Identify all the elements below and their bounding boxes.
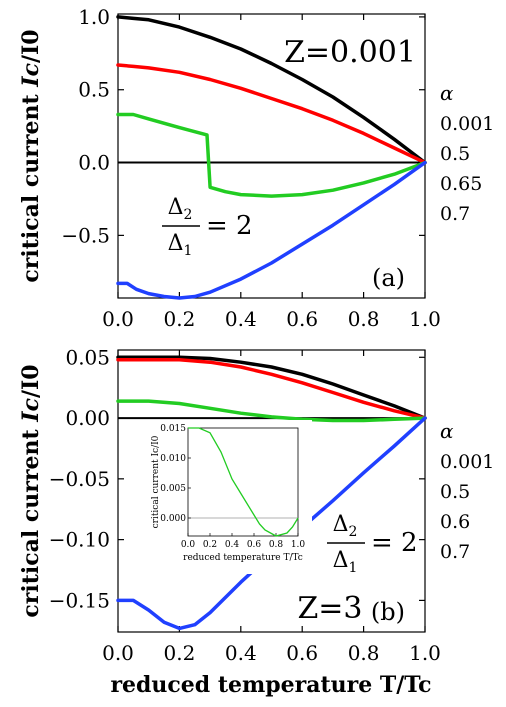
x-tick-label: 0.8: [348, 641, 380, 665]
ratio-value: = 2: [206, 211, 253, 241]
inset-y-tick-label: 0.000: [160, 514, 186, 524]
series-line-0-7: [116, 160, 427, 300]
series-line-0-001: [116, 15, 427, 165]
alpha-legend: α 0.001 0.5 0.6 0.7: [440, 419, 494, 563]
y-axis-label-suffix: /I0: [18, 29, 44, 63]
panel-b: 0.0 0.2 0.4 0.6 0.8 1.0 0.05 0.00 −0.05 −0.10 −0.1…: [18, 345, 494, 665]
y-axis-label-prefix: critical current: [18, 87, 44, 283]
legend-entry: 0.5: [440, 143, 470, 165]
series-line-0-5: [116, 63, 427, 165]
legend-entry: 0.6: [440, 511, 470, 533]
inset-y-axis-label: critical current Ic/I0: [151, 435, 161, 528]
panel-label: (b): [371, 598, 405, 626]
y-tick-label: 0.0: [78, 151, 110, 175]
z-annotation: Z=0.001: [284, 35, 416, 70]
panel-label: (a): [372, 264, 405, 292]
ratio-denominator: Δ1: [333, 548, 358, 576]
x-tick-label: 0.2: [163, 307, 195, 331]
inset-x-tick-label: 0.8: [269, 540, 284, 550]
legend-entry: 0.7: [440, 541, 470, 563]
x-tick-label: 0.4: [225, 307, 257, 331]
delta-ratio: Δ2 Δ1 = 2: [162, 195, 253, 259]
y-tick-label: −0.5: [61, 223, 110, 247]
inset-chart: 0.0 0.2 0.4 0.6 0.8 1.0 0.015 0.010 0.005 0.000 re…: [151, 420, 312, 574]
alpha-legend: α 0.001 0.5 0.65 0.7: [440, 81, 494, 225]
y-axis-label-italic: Ic: [18, 397, 44, 422]
x-tick-label: 0.0: [102, 641, 134, 665]
legend-entry: 0.001: [440, 113, 494, 135]
legend-entry: 0.65: [440, 173, 482, 195]
inset-frame: [187, 427, 299, 537]
inset-x-axis-label: reduced temperature T/Tc: [183, 553, 303, 563]
legend-entry: 0.7: [440, 203, 470, 225]
inset-x-tick-label: 0.4: [225, 540, 240, 550]
ratio-numerator: Δ2: [333, 512, 358, 540]
y-tick-label: 0.00: [65, 406, 110, 430]
x-tick-label: 0.4: [225, 641, 257, 665]
delta-ratio: Δ2 Δ1 = 2: [327, 512, 418, 576]
x-axis-label: reduced temperature T/Tc: [110, 672, 431, 698]
y-axis-label-suffix: /I0: [18, 364, 44, 398]
legend-entry: 0.001: [440, 451, 494, 473]
legend-title: α: [440, 81, 454, 105]
y-axis-label: critical current Ic/I0: [18, 364, 44, 617]
ratio-numerator: Δ2: [168, 195, 193, 223]
y-axis-label-italic: Ic: [18, 62, 44, 87]
y-tick-label: 0.5: [78, 78, 110, 102]
ratio-denominator: Δ1: [168, 231, 193, 259]
inset-series-line: [188, 427, 299, 537]
ratio-value: = 2: [371, 528, 418, 558]
inset-y-tick-label: 0.010: [160, 454, 186, 464]
inset-x-tick-label: 0.2: [203, 540, 217, 550]
x-tick-label: 1.0: [409, 641, 441, 665]
legend-entry: 0.5: [440, 481, 470, 503]
x-tick-label: 0.0: [102, 307, 134, 331]
series-line-0-7: [116, 416, 427, 631]
legend-title: α: [440, 419, 454, 443]
x-tick-label: 1.0: [409, 307, 441, 331]
z-annotation: Z=3: [297, 591, 362, 626]
y-tick-label: −0.15: [49, 588, 110, 612]
inset-x-tick-label: 1.0: [291, 540, 306, 550]
y-tick-label: 1.0: [78, 5, 110, 29]
x-tick-label: 0.8: [348, 307, 380, 331]
x-tick-label: 0.6: [286, 641, 318, 665]
y-tick-label: −0.05: [49, 467, 110, 491]
inset-x-tick-label: 0.0: [181, 540, 196, 550]
plot-frame: [117, 13, 426, 299]
y-axis-label: critical current Ic/I0: [18, 29, 44, 282]
series-line-0-65: [116, 112, 427, 198]
y-tick-label: −0.10: [49, 528, 110, 552]
inset-y-tick-label: 0.015: [160, 424, 186, 434]
inset-x-tick-label: 0.6: [247, 540, 262, 550]
y-tick-label: 0.05: [65, 345, 110, 369]
inset-y-tick-label: 0.005: [160, 484, 186, 494]
y-axis-label-prefix: critical current: [18, 422, 44, 618]
x-tick-label: 0.6: [286, 307, 318, 331]
series-line-0-5: [116, 357, 427, 420]
x-tick-label: 0.2: [163, 641, 195, 665]
series-line-0-001: [116, 355, 427, 420]
panel-a: 0.0 0.2 0.4 0.6 0.8 1.0 1.0 0.5 0.0 −0.5 critical …: [18, 5, 494, 331]
plot-frame: [117, 349, 426, 633]
series-line-0-6: [116, 399, 427, 423]
